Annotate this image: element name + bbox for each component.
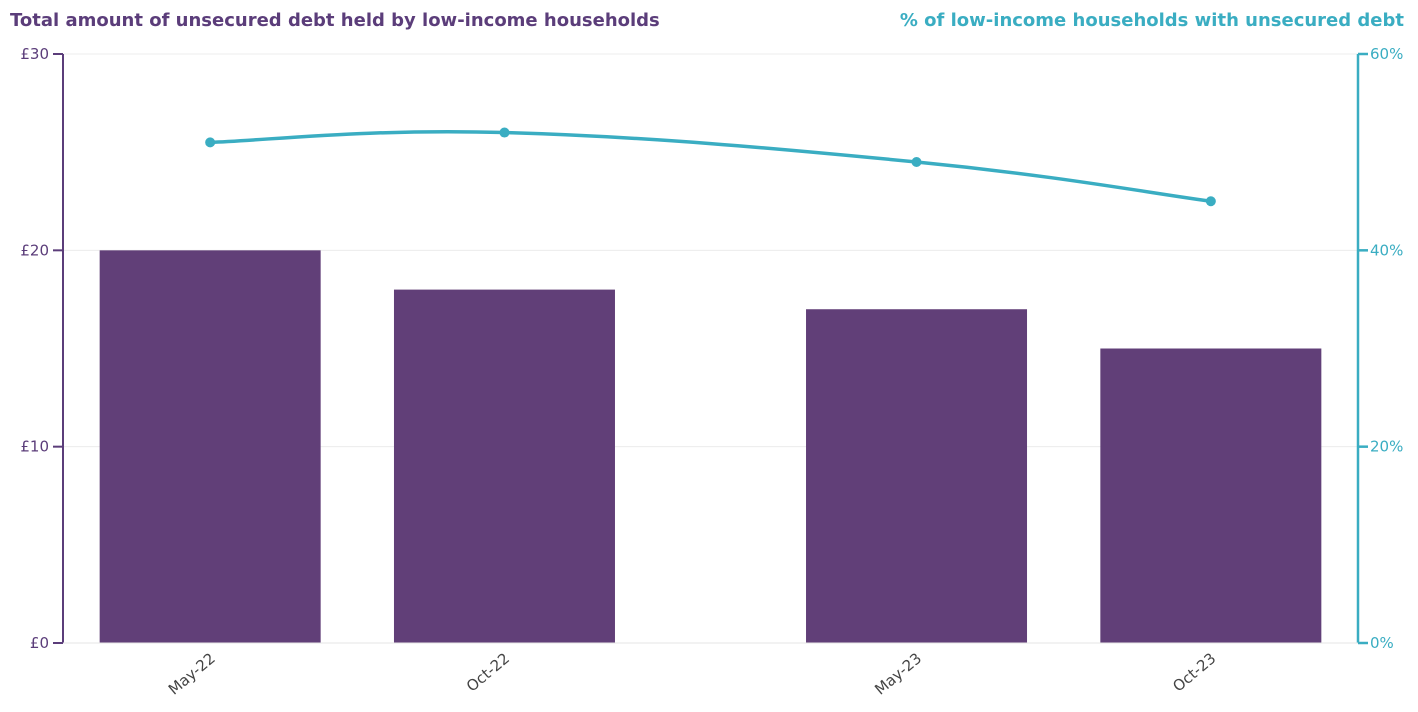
- right-tick-label: 60%: [1370, 45, 1403, 63]
- bar-oct-23: [1100, 348, 1322, 643]
- bar-may-23: [806, 309, 1028, 643]
- right-tick-label: 0%: [1370, 634, 1394, 652]
- right-tick-label: 40%: [1370, 241, 1403, 259]
- left-tick-label: £30: [20, 45, 49, 63]
- axes: [53, 52, 1368, 645]
- x-tick-label: Oct-23: [1169, 649, 1219, 695]
- percent-line: [210, 130, 1212, 203]
- x-tick-label: May-23: [871, 649, 925, 698]
- line-point-oct-23: [1205, 196, 1216, 207]
- line-series: [205, 127, 1216, 207]
- line-point-may-23: [911, 156, 922, 167]
- left-tick-label: £0: [30, 634, 49, 652]
- right-tick-label: 20%: [1370, 438, 1403, 456]
- bar-series: [99, 250, 1322, 644]
- x-tick-label: May-22: [165, 649, 219, 698]
- bar-may-22: [99, 250, 321, 644]
- left-axis-title: Total amount of unsecured debt held by l…: [10, 10, 660, 31]
- x-tick-label: Oct-22: [463, 649, 513, 695]
- left-tick-label: £10: [20, 438, 49, 456]
- bar-oct-22: [393, 289, 615, 643]
- line-point-may-22: [205, 137, 216, 148]
- right-axis-title: % of low-income households with unsecure…: [899, 10, 1404, 31]
- left-tick-label: £20: [20, 241, 49, 259]
- line-point-oct-22: [499, 127, 510, 138]
